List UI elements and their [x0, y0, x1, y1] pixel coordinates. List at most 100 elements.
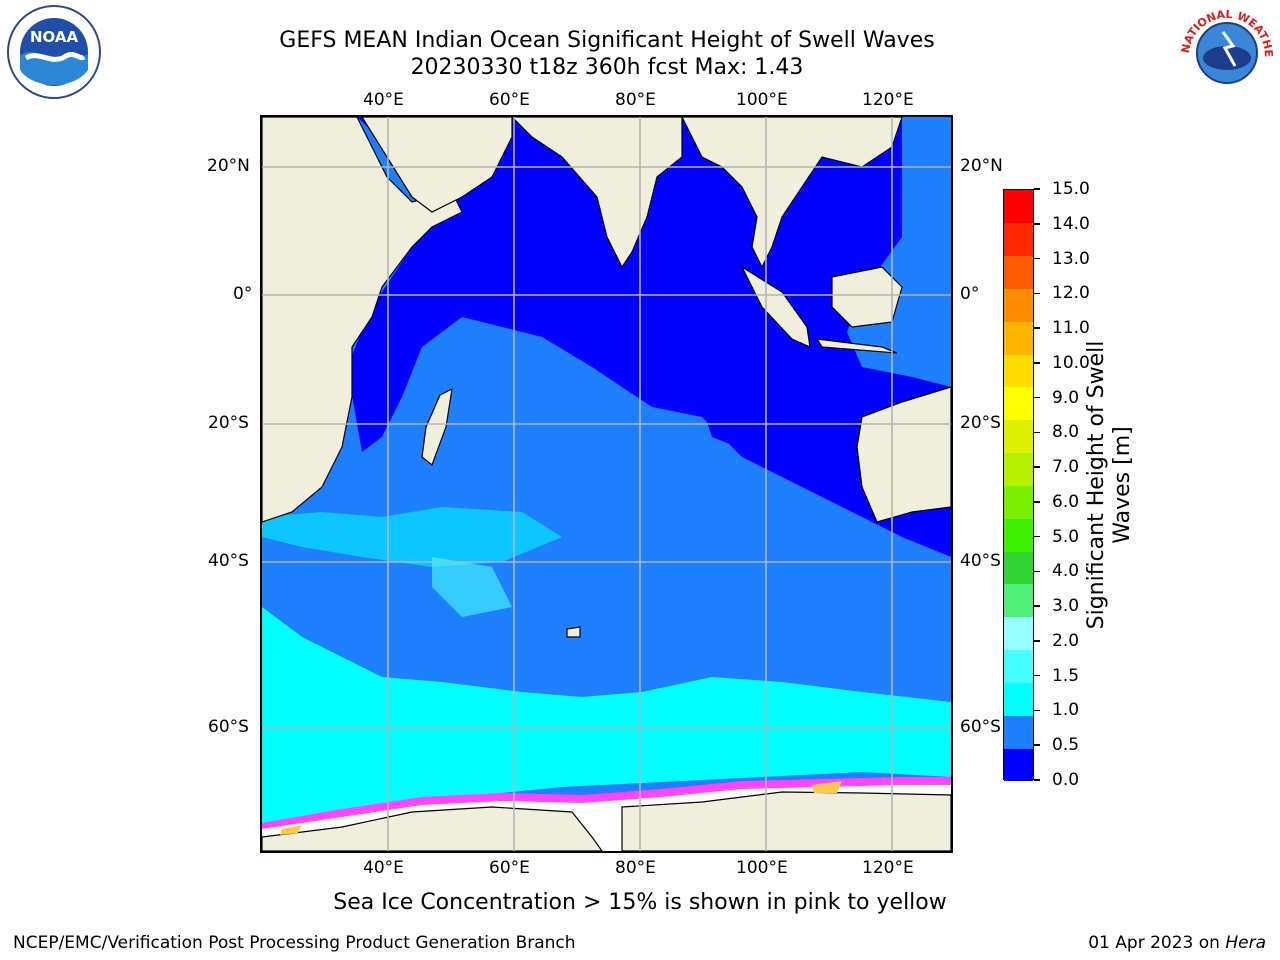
lat-tick-left: 20°N — [207, 156, 250, 176]
noaa-logo: NOAA — [4, 4, 104, 100]
lat-tick-left: 60°S — [208, 717, 249, 737]
land-sumatra — [740, 265, 811, 348]
colorbar-segment — [1004, 354, 1033, 388]
colorbar-tick-mark — [1034, 605, 1040, 607]
lon-tick-bottom: 60°E — [489, 858, 530, 878]
lat-tick-right: 20°S — [960, 413, 1001, 433]
colorbar-tick-label: 13.0 — [1052, 248, 1090, 269]
colorbar-tick-label: 6.0 — [1052, 491, 1080, 512]
colorbar — [1003, 189, 1034, 782]
colorbar-tick-mark — [1034, 257, 1040, 260]
land-arabia — [361, 117, 513, 213]
map-canvas — [262, 117, 951, 851]
colorbar-tick-label: 9.0 — [1052, 387, 1080, 408]
colorbar-segment — [1004, 190, 1033, 224]
colorbar-tick-mark — [1034, 292, 1040, 295]
colorbar-tick-label: 5.0 — [1052, 526, 1080, 547]
land-java — [815, 338, 898, 354]
colorbar-segment — [1004, 551, 1033, 585]
colorbar-tick-mark — [1034, 640, 1040, 642]
footer-host: Hera — [1225, 933, 1266, 953]
colorbar-ticks: 0.0 0.5 1.0 1.5 2.0 3.0 4.0 5.0 6.0 7.0 8.0 9.0 10.0… — [1034, 0, 1114, 960]
ocean-high-swell — [262, 607, 951, 827]
lon-tick-bottom: 120°E — [862, 858, 914, 878]
lat-tick-right: 20°N — [960, 156, 1003, 176]
lon-tick-top: 40°E — [363, 90, 404, 110]
land-antarctica — [621, 791, 951, 851]
lon-tick-top: 120°E — [862, 90, 914, 110]
land-antarctica — [262, 806, 603, 851]
land-australia — [856, 386, 951, 523]
colorbar-tick-label: 7.0 — [1052, 457, 1080, 478]
colorbar-tick-label: 3.0 — [1052, 596, 1080, 617]
lat-tick-left: 40°S — [208, 551, 249, 571]
colorbar-segment — [1004, 715, 1033, 749]
colorbar-tick-label: 14.0 — [1052, 213, 1090, 234]
colorbar-segment — [1004, 321, 1033, 355]
footer-org: NCEP/EMC/Verification Post Processing Pr… — [13, 933, 576, 953]
colorbar-tick-label: 4.0 — [1052, 561, 1080, 582]
lon-tick-top: 80°E — [615, 90, 656, 110]
map-subtitle: 20230330 t18z 360h fcst Max: 1.43 — [410, 55, 804, 80]
lon-tick-top: 60°E — [489, 90, 530, 110]
ocean-low-swell — [702, 407, 802, 457]
lon-tick-bottom: 80°E — [615, 858, 656, 878]
colorbar-tick-mark — [1034, 431, 1040, 434]
colorbar-tick-label: 0.5 — [1052, 735, 1080, 756]
colorbar-segment — [1004, 518, 1033, 552]
colorbar-tick-mark — [1034, 535, 1040, 538]
land-kerguelen — [566, 626, 581, 638]
colorbar-tick-mark — [1034, 709, 1040, 712]
sea-ice-yellow — [280, 825, 302, 835]
colorbar-tick-label: 15.0 — [1052, 179, 1090, 199]
colorbar-segment — [1004, 682, 1033, 716]
colorbar-segment — [1004, 649, 1033, 683]
colorbar-tick-label: 1.0 — [1052, 700, 1080, 721]
colorbar-segment — [1004, 584, 1033, 618]
lat-tick-right: 40°S — [960, 551, 1001, 571]
lon-tick-bottom: 100°E — [736, 858, 788, 878]
colorbar-tick-mark — [1034, 674, 1040, 677]
sea-ice-note: Sea Ice Concentration > 15% is shown in … — [333, 890, 947, 915]
colorbar-segment — [1004, 288, 1033, 322]
colorbar-tick-mark — [1034, 501, 1040, 503]
colorbar-label-line1: Significant Height of Swell — [1084, 340, 1109, 630]
colorbar-tick-mark — [1034, 779, 1040, 781]
colorbar-tick-mark — [1034, 223, 1040, 225]
lat-tick-left: 20°S — [208, 413, 249, 433]
colorbar-tick-label: 8.0 — [1052, 422, 1080, 443]
colorbar-tick-mark — [1034, 327, 1040, 329]
land-africa — [262, 117, 463, 523]
lat-tick-right: 60°S — [960, 717, 1001, 737]
map-gridlines — [262, 117, 951, 851]
colorbar-segment — [1004, 255, 1033, 289]
land-madagascar — [421, 387, 453, 466]
lat-tick-right: 0° — [960, 284, 980, 304]
colorbar-segment — [1004, 419, 1033, 454]
colorbar-tick-label: 1.5 — [1052, 665, 1080, 686]
colorbar-segment — [1004, 452, 1033, 486]
ocean-swell-patches — [262, 507, 562, 567]
colorbar-label-line2: Waves [m] — [1110, 426, 1135, 544]
map-panel — [260, 115, 953, 853]
colorbar-tick-label: 0.0 — [1052, 770, 1080, 790]
colorbar-tick-mark — [1034, 362, 1040, 364]
sea-ice-yellow — [812, 781, 842, 793]
colorbar-segment — [1004, 616, 1033, 651]
colorbar-segment — [1004, 748, 1033, 782]
colorbar-tick-mark — [1034, 188, 1040, 190]
footer-date-text: 01 Apr 2023 on — [1088, 933, 1226, 953]
nws-logo: NATIONAL WEATHER SERVICE — [1173, 0, 1277, 100]
colorbar-segment — [1004, 222, 1033, 257]
map-title: GEFS MEAN Indian Ocean Significant Heigh… — [279, 28, 935, 53]
colorbar-tick-mark — [1034, 570, 1040, 573]
footer-date: 01 Apr 2023 on Hera — [1088, 933, 1266, 953]
land-se-asia — [681, 117, 903, 269]
lon-tick-bottom: 40°E — [363, 858, 404, 878]
colorbar-segment — [1004, 387, 1033, 421]
colorbar-tick-label: 2.0 — [1052, 630, 1080, 651]
svg-text:NOAA: NOAA — [30, 28, 79, 46]
colorbar-tick-mark — [1034, 396, 1040, 399]
colorbar-segment — [1004, 485, 1033, 519]
colorbar-tick-label: 12.0 — [1052, 283, 1090, 304]
